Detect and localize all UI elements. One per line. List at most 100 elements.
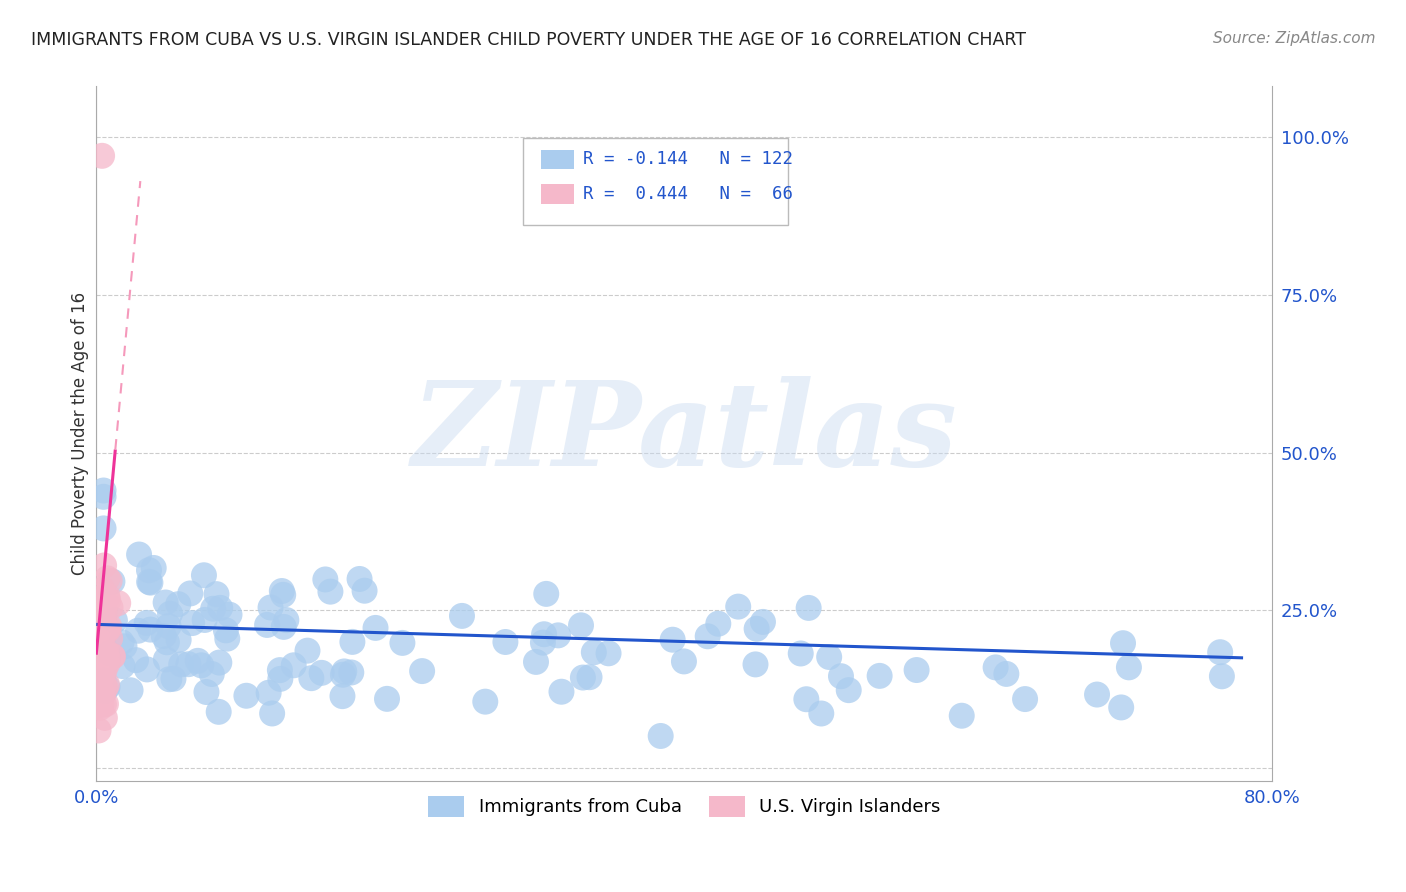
Point — [98, 632, 121, 646]
Point — [110, 635, 132, 649]
Point — [107, 596, 129, 610]
Point — [138, 563, 160, 577]
Point — [181, 615, 204, 630]
Point — [155, 595, 177, 609]
Point — [91, 582, 114, 597]
Point — [96, 571, 118, 585]
Point — [90, 649, 112, 664]
Point — [96, 624, 118, 638]
Point — [86, 612, 108, 626]
Point — [271, 588, 294, 602]
Point — [159, 607, 181, 621]
Point — [187, 654, 209, 668]
Point — [120, 683, 142, 698]
Point — [93, 663, 115, 677]
Point — [136, 662, 159, 676]
Text: R = -0.144   N = 122: R = -0.144 N = 122 — [583, 150, 793, 169]
Point — [342, 635, 364, 649]
Point — [340, 665, 363, 680]
Point — [157, 672, 180, 686]
Point — [90, 608, 112, 623]
Point — [950, 708, 973, 723]
Point — [93, 490, 115, 504]
Point — [202, 601, 225, 615]
Point — [90, 595, 112, 609]
Point — [1211, 669, 1233, 683]
Point — [810, 706, 832, 721]
Point — [524, 655, 547, 669]
Point — [101, 649, 124, 664]
Point — [550, 684, 572, 698]
Point — [256, 618, 278, 632]
Point — [195, 685, 218, 699]
Point — [349, 572, 371, 586]
Text: ZIPatlas: ZIPatlas — [412, 376, 957, 491]
Point — [727, 599, 749, 614]
Point — [1109, 700, 1132, 714]
Point — [93, 680, 115, 694]
Point — [87, 627, 110, 641]
Point — [111, 659, 134, 673]
Point — [90, 606, 112, 620]
Point — [262, 706, 284, 721]
Point — [707, 616, 730, 631]
Text: R =  0.444   N =  66: R = 0.444 N = 66 — [583, 185, 793, 203]
Point — [319, 584, 342, 599]
Point — [142, 561, 165, 575]
Point — [209, 600, 232, 615]
Point — [98, 619, 121, 633]
Point — [547, 628, 569, 642]
Point — [87, 657, 110, 671]
Point — [259, 600, 281, 615]
Point — [90, 669, 112, 683]
Point — [297, 643, 319, 657]
Point — [87, 623, 110, 637]
Point — [155, 652, 177, 666]
Point — [127, 624, 149, 638]
Point — [332, 689, 354, 703]
Point — [217, 632, 239, 646]
Point — [177, 657, 200, 672]
Point — [494, 635, 516, 649]
Point — [283, 658, 305, 673]
Point — [531, 635, 554, 649]
Point — [91, 647, 114, 661]
Point — [100, 600, 122, 615]
Point — [89, 613, 111, 627]
Point — [96, 677, 118, 691]
Point — [314, 573, 336, 587]
Point — [650, 729, 672, 743]
Point — [905, 663, 928, 677]
Point — [93, 673, 115, 688]
Point — [598, 646, 620, 660]
Point — [97, 593, 120, 607]
Point — [276, 613, 298, 627]
Point — [156, 635, 179, 649]
Point — [536, 587, 558, 601]
Legend: Immigrants from Cuba, U.S. Virgin Islanders: Immigrants from Cuba, U.S. Virgin Island… — [420, 789, 948, 824]
Point — [391, 636, 413, 650]
Point — [218, 607, 240, 622]
Point — [101, 649, 124, 664]
FancyBboxPatch shape — [523, 138, 787, 226]
Point — [152, 629, 174, 643]
Point — [745, 622, 768, 636]
Point — [139, 575, 162, 590]
Point — [1014, 692, 1036, 706]
Point — [364, 621, 387, 635]
FancyBboxPatch shape — [541, 185, 574, 203]
Point — [838, 683, 860, 698]
Point — [86, 698, 108, 713]
Point — [93, 698, 115, 712]
Point — [93, 558, 115, 573]
Point — [353, 583, 375, 598]
Point — [96, 589, 118, 603]
Point — [91, 648, 114, 663]
Point — [104, 614, 127, 628]
Point — [796, 692, 818, 706]
Point — [91, 149, 114, 163]
Point — [135, 615, 157, 630]
Point — [451, 608, 474, 623]
Point — [193, 568, 215, 582]
Point — [696, 629, 718, 643]
